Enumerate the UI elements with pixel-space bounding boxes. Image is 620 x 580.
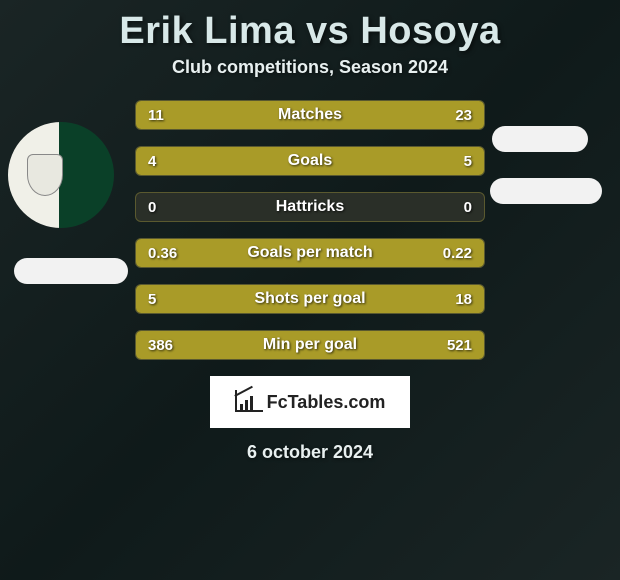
stat-row: 1123Matches [135,100,485,130]
stat-row: 0.360.22Goals per match [135,238,485,268]
player-left-name-placeholder [14,258,128,284]
stat-row: 518Shots per goal [135,284,485,314]
page-title: Erik Lima vs Hosoya [0,0,620,57]
source-logo-text: FcTables.com [267,392,386,413]
stat-label: Shots per goal [136,285,484,313]
player-right-name-placeholder [490,178,602,204]
stat-row: 45Goals [135,146,485,176]
stats-bars: 1123Matches 45Goals 00Hattricks 0.360.22Goa… [135,96,485,360]
stat-label: Matches [136,101,484,129]
chart-icon [235,392,261,412]
stat-label: Min per goal [136,331,484,359]
player-right-avatar-placeholder [492,126,588,152]
comparison-card: Erik Lima vs Hosoya Club competitions, S… [0,0,620,463]
subtitle: Club competitions, Season 2024 [0,57,620,96]
stat-label: Hattricks [136,193,484,221]
stat-row: 386521Min per goal [135,330,485,360]
source-logo: FcTables.com [210,376,410,428]
stat-row: 00Hattricks [135,192,485,222]
stat-label: Goals [136,147,484,175]
player-left-avatar [8,122,114,228]
date-label: 6 october 2024 [0,442,620,463]
club-crest-icon [27,154,63,196]
stat-label: Goals per match [136,239,484,267]
